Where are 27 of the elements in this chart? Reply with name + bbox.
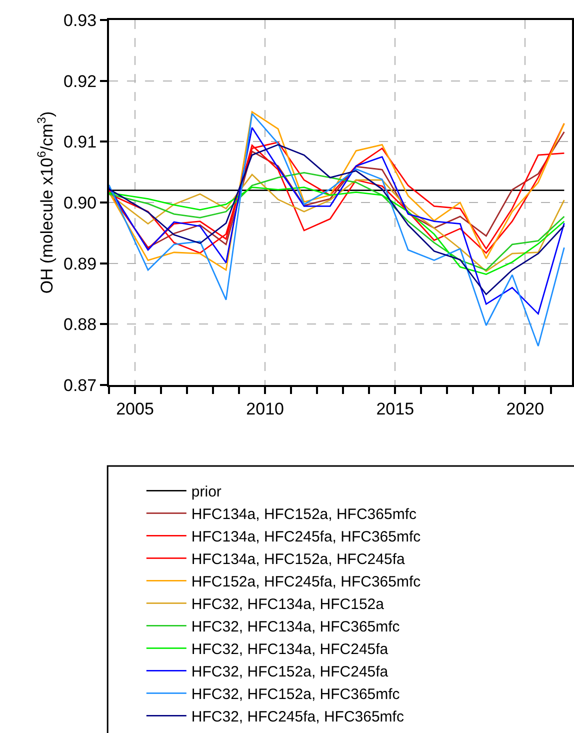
x-tick-label: 2015 <box>376 399 414 418</box>
x-tick-label: 2005 <box>116 399 154 418</box>
line-series <box>109 111 565 271</box>
legend-label: HFC32, HFC134a, HFC152a <box>191 596 385 614</box>
y-tick-label: 0.87 <box>64 376 97 395</box>
legend-label: HFC32, HFC134a, HFC245fa <box>191 641 389 658</box>
y-tick-label: 0.91 <box>64 132 97 152</box>
legend-label: prior <box>191 484 222 501</box>
legend-label: HFC152a, HFC245fa, HFC365mfc <box>191 574 422 591</box>
legend-label: HFC32, HFC134a, HFC365mfc <box>191 618 400 636</box>
line-series <box>109 144 565 296</box>
legend-label: HFC32, HFC152a, HFC365mfc <box>191 686 400 704</box>
legend-label: HFC32, HFC245fa, HFC365mfc <box>191 708 404 726</box>
legend-label: HFC134a, HFC152a, HFC365mfc <box>191 506 417 524</box>
y-tick-label: 0.92 <box>64 72 97 91</box>
x-tick-label: 2020 <box>506 399 544 418</box>
y-tick-label: 0.88 <box>64 315 97 334</box>
y-tick-label: 0.93 <box>64 10 97 30</box>
line-series <box>109 126 565 315</box>
line-series <box>109 186 565 275</box>
y-tick-label: 0.89 <box>64 254 97 274</box>
legend-label: HFC134a, HFC152a, HFC245fa <box>191 551 406 568</box>
line-series <box>109 112 565 347</box>
y-tick-label: 0.90 <box>64 193 97 212</box>
legend-label: HFC32, HFC152a, HFC245fa <box>191 664 389 681</box>
legend-label: HFC134a, HFC245fa, HFC365mfc <box>191 528 422 546</box>
x-tick-label: 2010 <box>246 399 284 418</box>
